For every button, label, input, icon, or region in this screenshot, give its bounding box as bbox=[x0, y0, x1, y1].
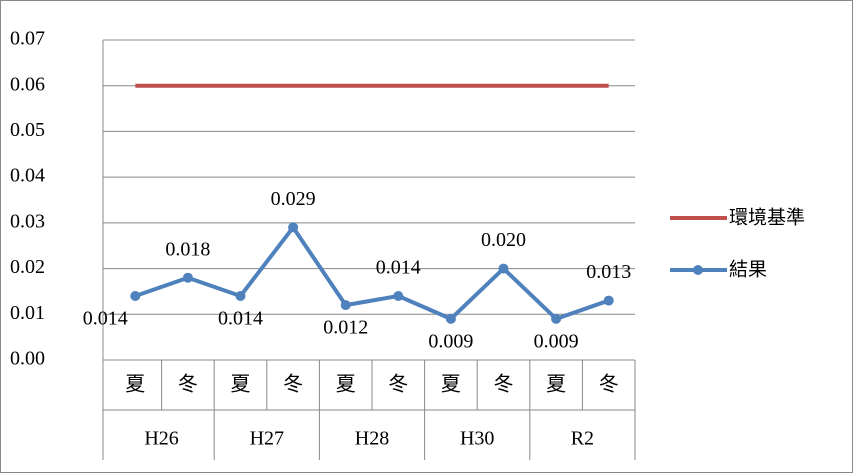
legend-marker bbox=[693, 265, 703, 275]
data-point bbox=[603, 295, 614, 306]
data-label: 0.014 bbox=[376, 257, 421, 279]
x-tick-label: 夏 bbox=[336, 374, 356, 396]
y-tick-label: 0.03 bbox=[10, 210, 45, 232]
data-label: 0.029 bbox=[271, 188, 316, 210]
y-tick-label: 0.06 bbox=[10, 73, 45, 95]
x-tick-label: 夏 bbox=[231, 374, 251, 396]
data-point bbox=[235, 291, 246, 301]
x-tick-label: 冬 bbox=[599, 373, 619, 396]
y-tick-label: 0.02 bbox=[10, 256, 45, 278]
data-point bbox=[182, 272, 193, 283]
x-group-label: H30 bbox=[460, 428, 494, 450]
data-label: 0.020 bbox=[481, 229, 526, 251]
data-point bbox=[130, 291, 141, 301]
data-point bbox=[393, 291, 404, 301]
data-point bbox=[340, 300, 351, 311]
data-point bbox=[498, 263, 509, 274]
y-tick-label: 0.01 bbox=[10, 302, 45, 324]
x-tick-label: 夏 bbox=[125, 374, 145, 396]
x-tick-label: 冬 bbox=[494, 373, 514, 396]
x-tick-label: 夏 bbox=[546, 374, 566, 396]
legend-label: 環境基準 bbox=[729, 207, 805, 229]
x-tick-label: 冬 bbox=[178, 373, 198, 396]
x-tick-label: 冬 bbox=[388, 373, 408, 396]
data-label: 0.009 bbox=[534, 330, 579, 352]
x-tick-label: 夏 bbox=[441, 374, 461, 396]
data-label: 0.009 bbox=[428, 330, 473, 352]
data-point bbox=[445, 313, 456, 324]
y-tick-label: 0.00 bbox=[10, 348, 45, 370]
x-tick-label: 冬 bbox=[283, 373, 303, 396]
x-group-label: R2 bbox=[571, 428, 594, 450]
data-label: 0.012 bbox=[323, 317, 368, 339]
data-label: 0.014 bbox=[83, 308, 128, 330]
x-group-label: H27 bbox=[250, 428, 284, 450]
y-tick-label: 0.05 bbox=[10, 119, 45, 141]
data-point bbox=[551, 313, 562, 324]
legend-label: 結果 bbox=[729, 259, 767, 281]
y-tick-label: 0.07 bbox=[10, 28, 45, 50]
x-group-label: H26 bbox=[144, 428, 178, 450]
series-line bbox=[134, 225, 610, 321]
data-point bbox=[288, 222, 299, 233]
x-group-label: H28 bbox=[355, 428, 389, 450]
data-label: 0.014 bbox=[218, 308, 263, 330]
data-label: 0.018 bbox=[165, 238, 210, 260]
data-label: 0.013 bbox=[586, 261, 631, 283]
y-tick-label: 0.04 bbox=[10, 165, 45, 187]
